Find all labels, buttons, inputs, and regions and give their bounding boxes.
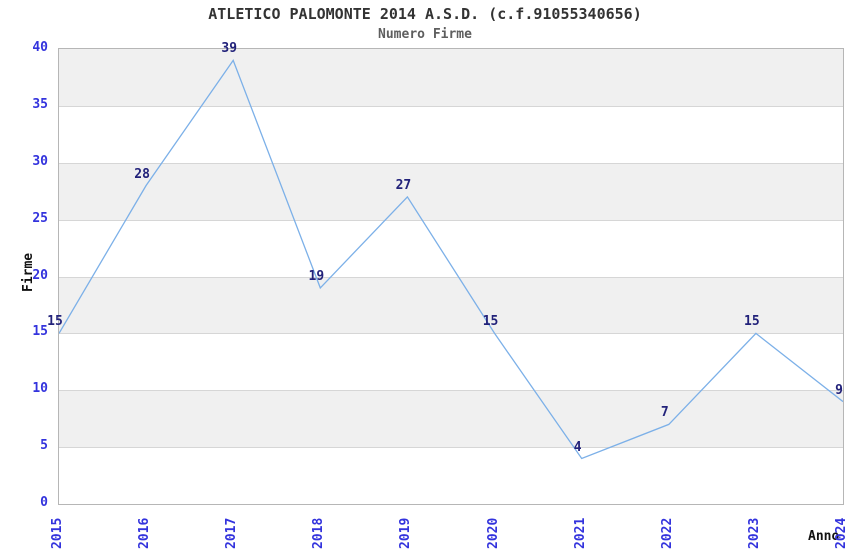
plot-area <box>58 48 844 505</box>
line-series-svg <box>59 49 843 504</box>
x-tick-label: 2016 <box>137 517 153 549</box>
value-label: 28 <box>134 166 150 182</box>
x-tick-label: 2024 <box>834 517 849 549</box>
gridline <box>59 106 843 107</box>
value-label: 39 <box>221 41 238 57</box>
x-axis-title: Anno <box>808 529 840 544</box>
gridline <box>59 333 843 334</box>
y-tick-label: 5 <box>40 438 48 454</box>
x-tick-label: 2018 <box>311 517 327 549</box>
value-label: 15 <box>47 314 63 330</box>
y-tick-label: 30 <box>32 153 48 169</box>
x-tick-label: 2017 <box>224 517 240 549</box>
y-tick-label: 35 <box>32 96 48 112</box>
y-tick-label: 20 <box>32 267 48 283</box>
gridline <box>59 277 843 278</box>
plot-band <box>59 162 843 220</box>
x-tick-label: 2021 <box>572 517 588 549</box>
plot-band <box>59 49 843 106</box>
value-label: 15 <box>744 314 760 330</box>
data-line <box>59 60 843 458</box>
x-tick-label: 2019 <box>398 517 414 549</box>
value-label: 19 <box>308 268 325 284</box>
value-label: 7 <box>660 405 669 421</box>
chart-subtitle: Numero Firme <box>378 27 472 42</box>
gridline <box>59 163 843 164</box>
plot-band <box>59 276 843 334</box>
value-label: 9 <box>835 382 843 398</box>
y-tick-label: 0 <box>40 495 48 510</box>
plot-band <box>59 390 843 448</box>
gridline <box>59 447 843 448</box>
gridline <box>59 390 843 391</box>
y-tick-label: 10 <box>32 381 48 397</box>
x-tick-label: 2023 <box>746 517 762 549</box>
value-label: 4 <box>573 439 582 455</box>
x-tick-label: 2022 <box>659 517 675 549</box>
value-label: 15 <box>482 314 499 330</box>
y-tick-label: 15 <box>32 324 48 340</box>
chart-title: ATLETICO PALOMONTE 2014 A.S.D. (c.f.9105… <box>208 5 642 23</box>
x-tick-label: 2015 <box>50 517 65 549</box>
y-tick-label: 25 <box>32 210 48 226</box>
y-tick-label: 40 <box>32 40 48 55</box>
gridline <box>59 220 843 221</box>
x-tick-label: 2020 <box>485 517 501 549</box>
value-label: 27 <box>395 177 412 193</box>
